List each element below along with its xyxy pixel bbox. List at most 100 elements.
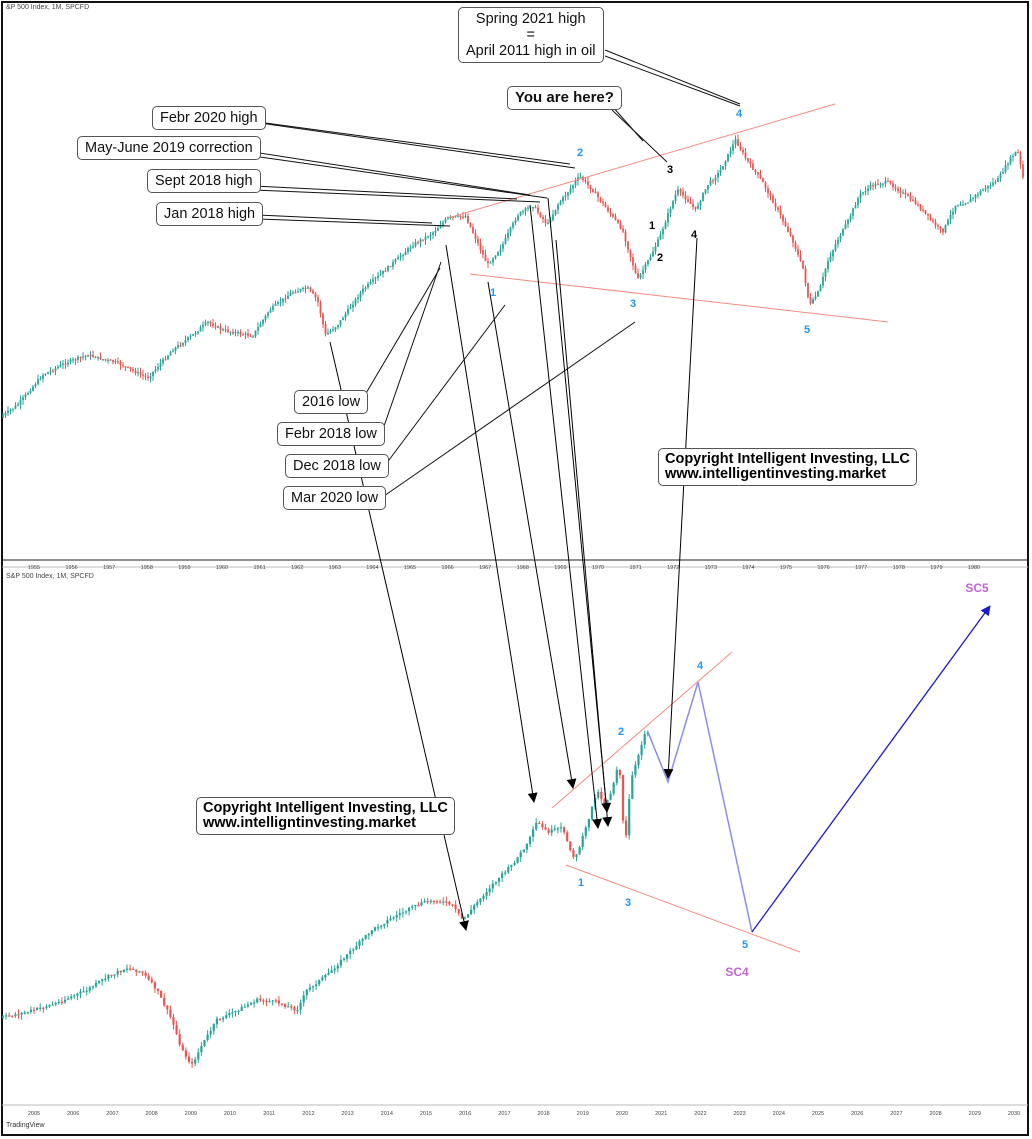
candle-body — [20, 1012, 23, 1015]
candle-body — [110, 974, 113, 977]
candle-body — [98, 981, 101, 983]
candle-body — [787, 226, 789, 232]
candle-body — [364, 287, 367, 289]
candle-body — [827, 261, 829, 270]
candle-body — [539, 212, 542, 217]
candle-body — [362, 288, 364, 293]
candle-body — [420, 902, 423, 906]
candle-body — [290, 1006, 293, 1008]
candle-body — [747, 158, 749, 162]
callout-febr-2018-low: Febr 2018 low — [277, 422, 385, 446]
correspondence-arrow — [547, 197, 612, 813]
candle-body — [419, 239, 422, 243]
candle-body — [907, 194, 909, 197]
candle-body — [834, 244, 837, 251]
candle-body — [467, 216, 469, 223]
candle-body — [268, 1001, 271, 1003]
candle-body — [597, 192, 599, 198]
candle-body — [384, 270, 387, 273]
candle-body — [1017, 151, 1019, 154]
x-tick-label-top: 1970 — [592, 565, 604, 571]
candle-body — [967, 202, 969, 204]
candle-body — [296, 1009, 299, 1012]
candle-body — [324, 323, 327, 335]
candle-body — [649, 256, 652, 261]
candle-body — [514, 220, 517, 223]
candle-body — [404, 911, 408, 913]
callout-leader-line — [257, 218, 451, 227]
candle-body — [27, 392, 29, 395]
candle-body — [369, 281, 372, 284]
candle-body — [889, 180, 892, 184]
candle-body — [212, 1024, 215, 1031]
candle-body — [319, 302, 322, 314]
candle-body — [329, 330, 332, 333]
candle-body — [949, 214, 952, 220]
candle-body — [417, 905, 420, 907]
candle-body — [389, 266, 392, 268]
candle-body — [527, 207, 529, 209]
candle-body — [614, 216, 617, 220]
candle-body — [1014, 151, 1017, 157]
candle-body — [184, 340, 187, 344]
candle-body — [919, 204, 922, 210]
candle-body — [457, 909, 460, 914]
tradingview-logo: TradingView — [6, 1122, 45, 1129]
candle-body — [269, 309, 272, 313]
candle-body — [44, 373, 47, 376]
x-tick-label-top: 1972 — [667, 565, 679, 571]
candle-body — [162, 359, 164, 364]
correspondence-arrow — [487, 281, 577, 789]
candle-body — [1007, 163, 1009, 166]
candle-body — [869, 185, 872, 189]
candle-body — [727, 153, 729, 162]
candle-body — [409, 247, 412, 249]
x-tick-label-top: 1979 — [930, 565, 942, 571]
x-tick-label-top: 1977 — [855, 565, 867, 571]
candle-body — [544, 827, 547, 830]
candle-body — [87, 355, 89, 357]
x-tick-label-bottom: 2019 — [577, 1111, 589, 1117]
candle-body — [5, 1015, 8, 1017]
candle-body — [897, 188, 899, 191]
candle-body — [163, 997, 166, 1006]
candle-body — [197, 331, 199, 334]
candle-body — [395, 915, 398, 918]
candle-body — [792, 235, 794, 243]
callout-leader-line — [252, 155, 548, 199]
candle-body — [757, 172, 759, 175]
candle-body — [784, 221, 787, 227]
candle-body — [762, 178, 764, 183]
axes: 1955 1956 1957 1958 1959 1960 1961 1962 1963 1964… — [2, 565, 1028, 1117]
candle-body — [113, 974, 116, 976]
x-tick-label-top: 1973 — [705, 565, 717, 571]
candle-body — [729, 150, 732, 154]
candle-body — [822, 276, 824, 286]
candle-body — [19, 400, 22, 405]
candle-body — [370, 930, 373, 934]
x-tick-label-bottom: 2022 — [694, 1111, 706, 1117]
candle-body — [767, 188, 769, 194]
candle-body — [265, 1000, 268, 1003]
candle-body — [346, 954, 349, 959]
candle-body — [194, 1059, 197, 1064]
candle-body — [154, 369, 157, 372]
wave-label-top: 5 — [804, 324, 810, 336]
candle-body — [957, 205, 959, 207]
candle-body — [215, 1018, 218, 1025]
candle-body — [904, 192, 907, 195]
candle-body — [404, 251, 407, 256]
candle-body — [7, 410, 9, 413]
candle-body — [707, 185, 709, 190]
wave-label-top: 3 — [667, 164, 673, 176]
wave-label-top: 1 — [649, 220, 655, 232]
top-chart-candles — [2, 134, 1024, 418]
candle-body — [684, 195, 687, 200]
x-tick-label-top: 1965 — [404, 565, 416, 571]
x-tick-label-top: 1968 — [517, 565, 529, 571]
x-tick-label-bottom: 2029 — [969, 1111, 981, 1117]
candle-body — [412, 246, 414, 248]
wave-label-bottom: 3 — [625, 897, 631, 909]
candle-body — [535, 822, 538, 830]
callout-leader-line — [361, 267, 441, 401]
